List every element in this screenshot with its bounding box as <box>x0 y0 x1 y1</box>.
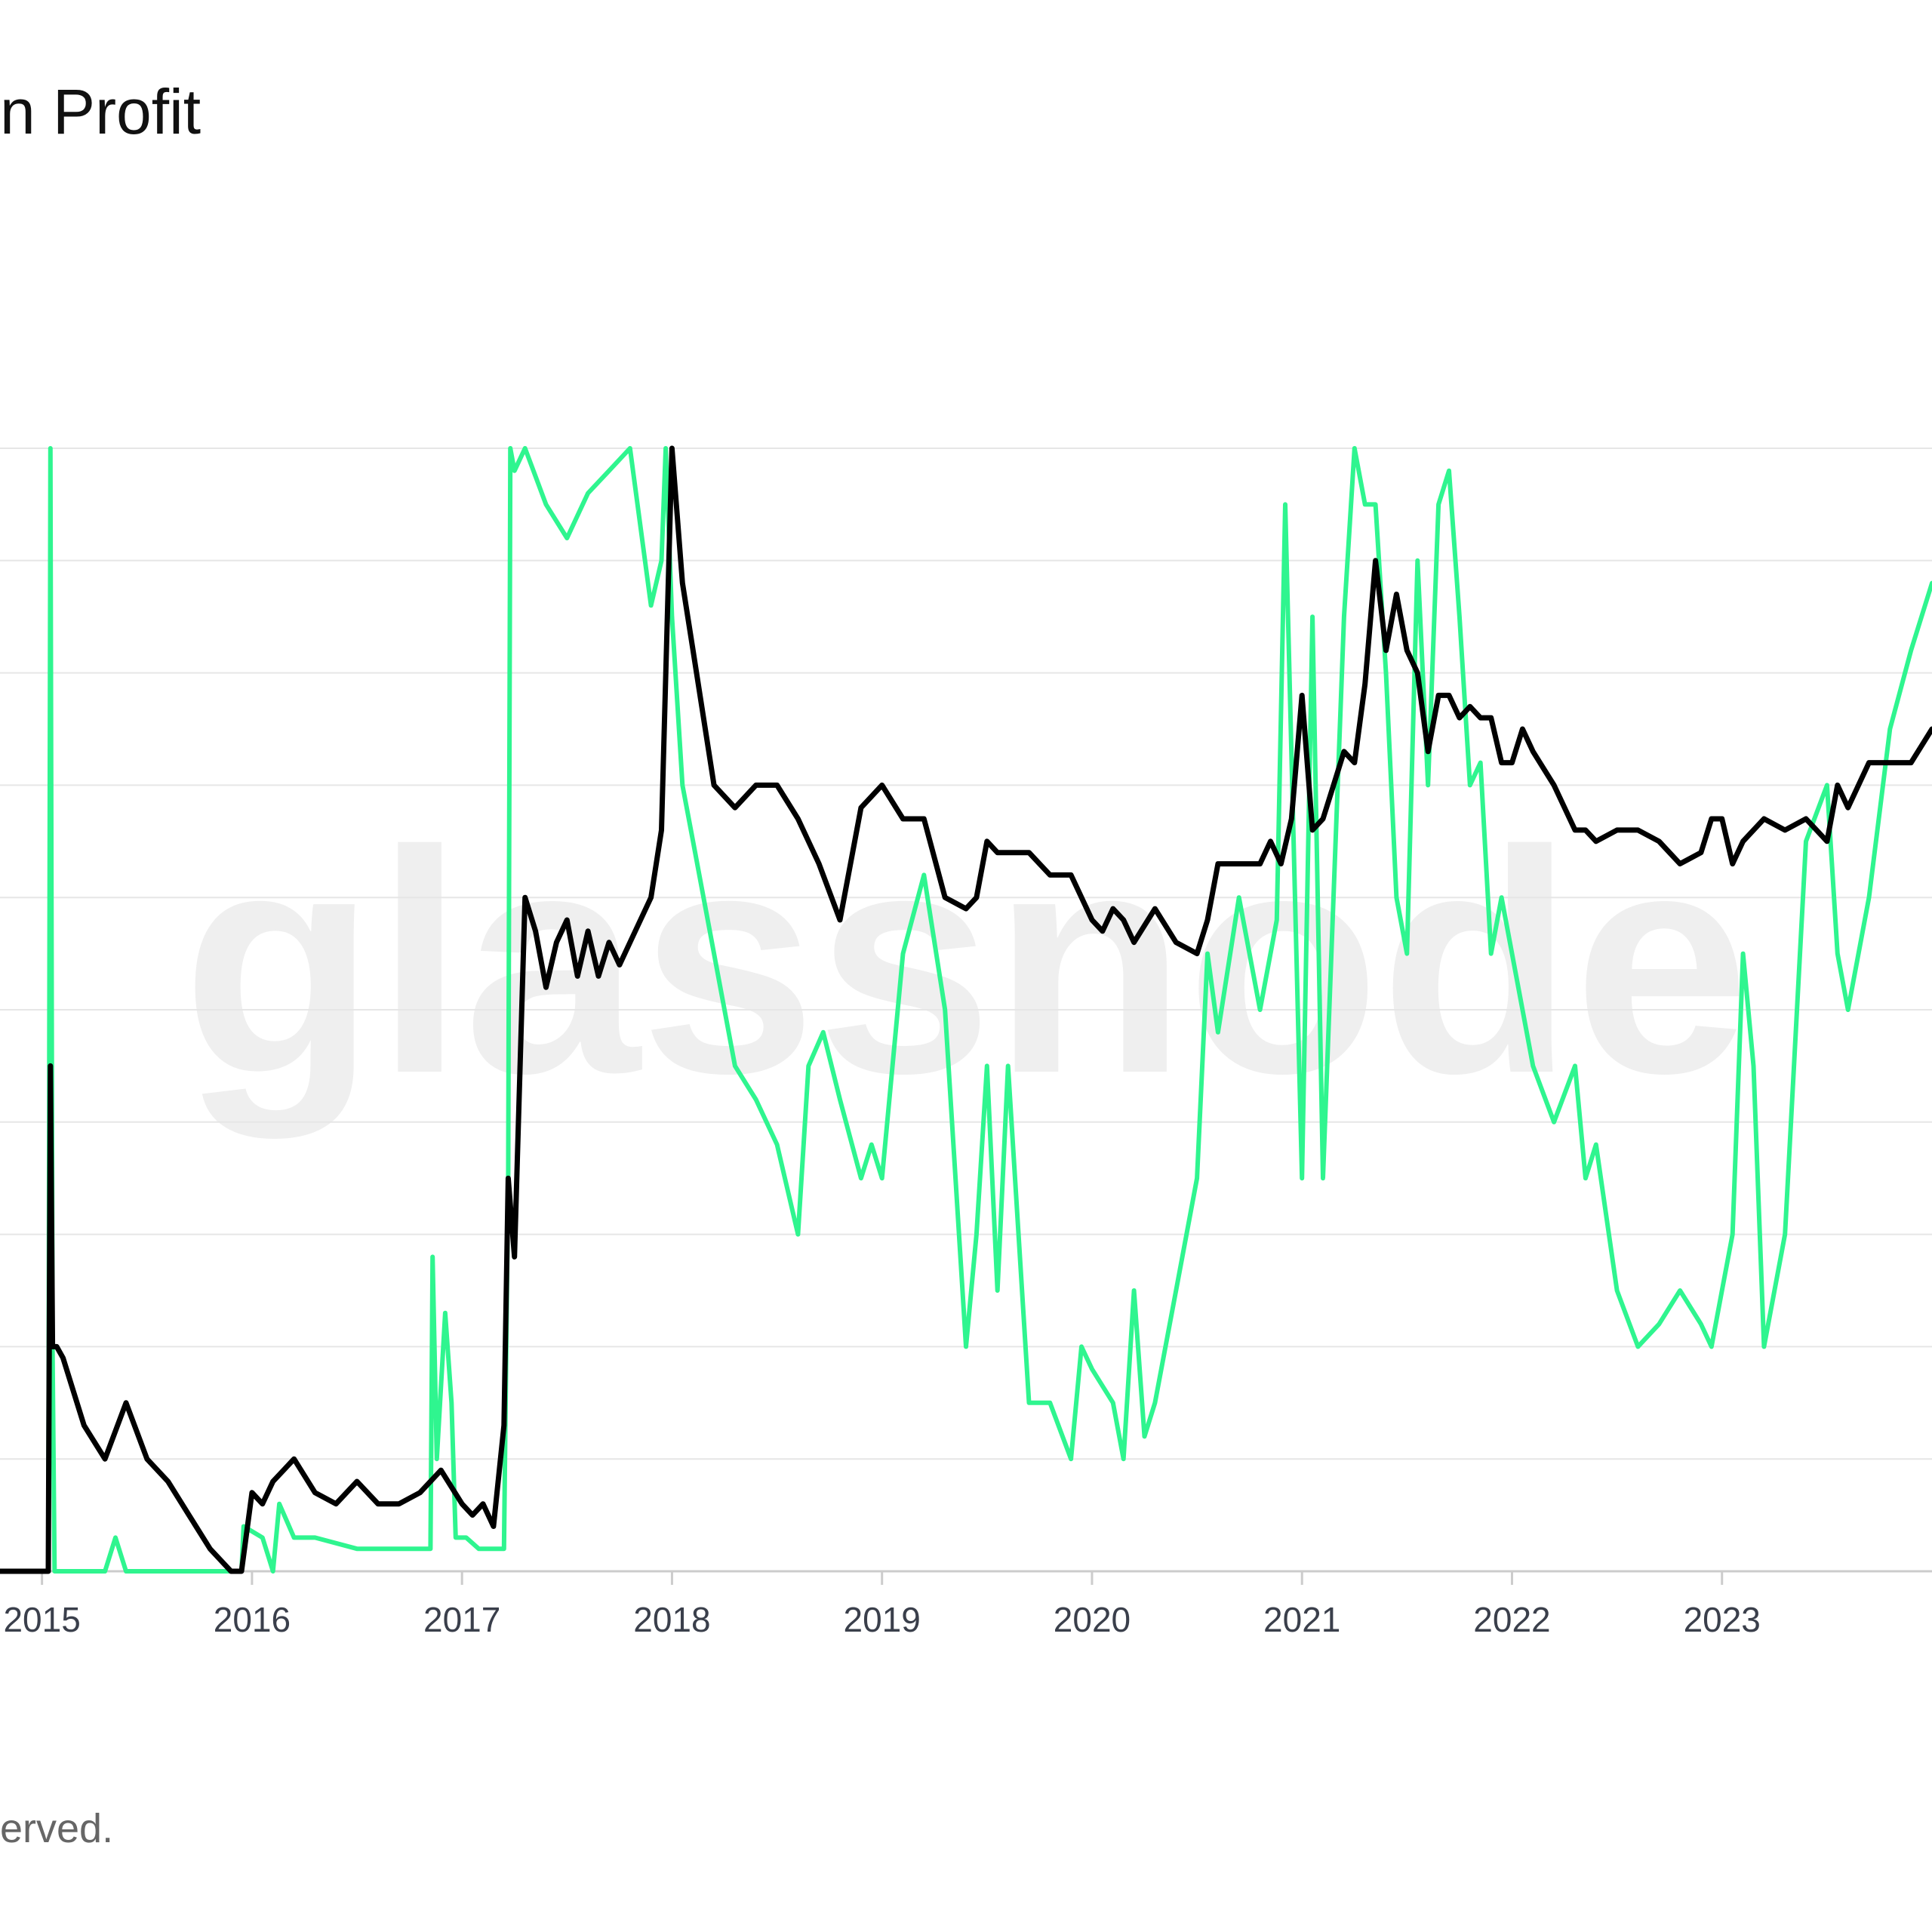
watermark: glassnode <box>182 786 1749 1141</box>
x-tick-label: 2021 <box>1263 1600 1340 1639</box>
x-axis: 2015 2016 2017 2018 2019 2020 2021 2022 2023 <box>3 1571 1761 1639</box>
series-group <box>0 445 1932 1574</box>
x-tick-label: 2015 <box>3 1600 80 1639</box>
x-tick-label: 2016 <box>214 1600 291 1639</box>
x-tick-label: 2018 <box>633 1600 710 1639</box>
series-line-green <box>0 446 1932 1574</box>
x-tick-label: 2019 <box>844 1600 921 1639</box>
x-tick-label: 2023 <box>1684 1600 1761 1639</box>
series-line-black <box>0 445 1932 1574</box>
chart-title: n Profit <box>0 76 202 147</box>
footer-copyright: erved. <box>0 1806 114 1851</box>
x-tick-label: 2022 <box>1473 1600 1550 1639</box>
x-tick-label: 2017 <box>423 1600 500 1639</box>
x-tick-label: 2020 <box>1054 1600 1131 1639</box>
